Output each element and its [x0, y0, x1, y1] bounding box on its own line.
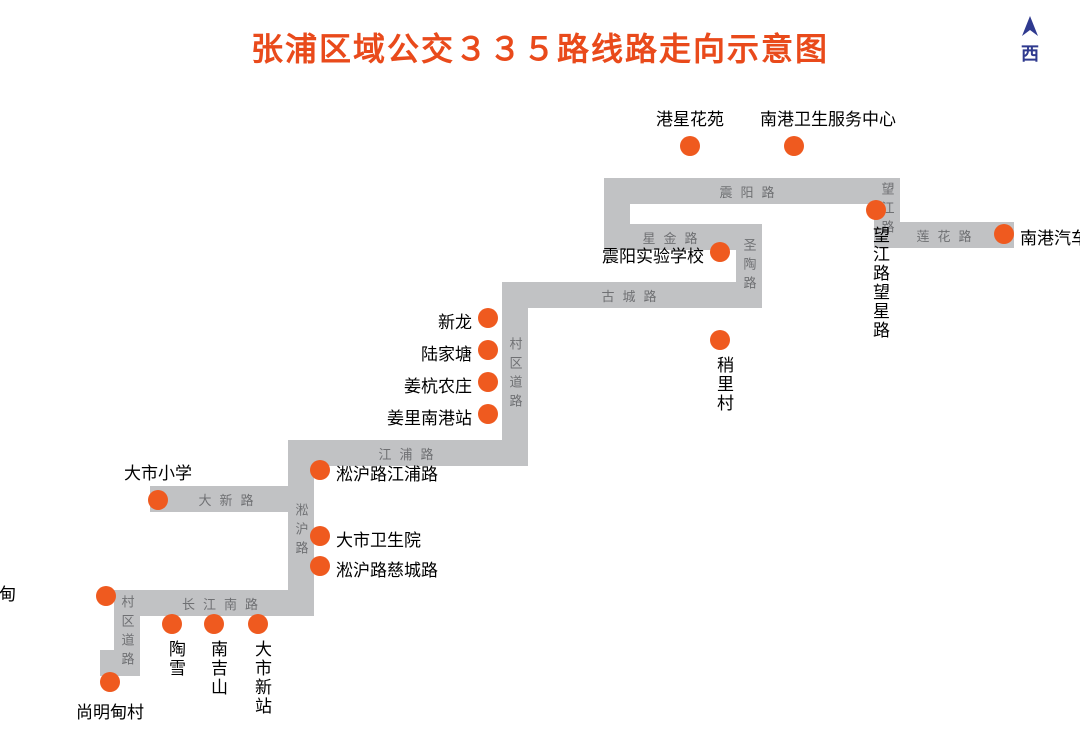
station-label: 陶雪 — [163, 640, 188, 678]
station-label: 淞沪路慈城路 — [336, 556, 438, 581]
road-label: 村区道路 — [502, 300, 528, 450]
compass-icon: 西 — [1020, 16, 1040, 66]
station-label: 陆家塘 — [421, 340, 472, 365]
station-marker — [710, 242, 730, 262]
station-label: 大市新站 — [249, 640, 274, 716]
road-label: 莲花路 — [900, 222, 996, 248]
station-label: 新龙 — [438, 308, 472, 333]
station-marker — [478, 372, 498, 392]
station-label: 姜里南港站 — [387, 404, 472, 429]
station-label: 震阳实验学校 — [602, 242, 704, 267]
road-label: 古城路 — [528, 282, 738, 308]
station-label: 南吉山 — [205, 640, 230, 697]
station-marker — [162, 614, 182, 634]
route-diagram: 张浦区域公交３３５路线路走向示意图 西 村区道路长江南路淞沪路大新路江浦路村区道… — [0, 0, 1080, 743]
station-label: 南港汽车站 — [1020, 224, 1080, 249]
station-marker — [478, 340, 498, 360]
station-label: 大市小学 — [124, 459, 192, 484]
station-marker — [310, 556, 330, 576]
station-marker — [866, 200, 886, 220]
station-marker — [478, 308, 498, 328]
station-marker — [710, 330, 730, 350]
station-label: 大市卫生院 — [336, 526, 421, 551]
station-label: 尚明甸村 — [76, 698, 144, 723]
road-label: 圣陶路 — [736, 230, 762, 302]
station-label: 港星花苑 — [656, 105, 724, 130]
station-marker — [96, 586, 116, 606]
station-marker — [478, 404, 498, 424]
station-marker — [310, 460, 330, 480]
station-marker — [204, 614, 224, 634]
station-marker — [100, 672, 120, 692]
station-label: 姜杭农庄 — [404, 372, 472, 397]
compass-label: 西 — [1021, 44, 1039, 64]
road-label: 长江南路 — [134, 590, 314, 616]
station-marker — [680, 136, 700, 156]
station-marker — [994, 224, 1014, 244]
station-marker — [310, 526, 330, 546]
diagram-title: 张浦区域公交３３５路线路走向示意图 — [0, 24, 1080, 70]
road-label: 大新路 — [160, 486, 300, 512]
road-label: 震阳路 — [636, 178, 866, 204]
station-label: 望江路望星路 — [867, 226, 892, 340]
arrow-icon — [1022, 16, 1038, 36]
station-label: 淞沪路江浦路 — [336, 460, 438, 485]
station-marker — [148, 490, 168, 510]
station-marker — [248, 614, 268, 634]
station-marker — [784, 136, 804, 156]
station-label: 南港卫生服务中心 — [760, 105, 896, 130]
station-label: 尚明甸 — [0, 580, 16, 605]
station-label: 稍里村 — [711, 356, 736, 413]
